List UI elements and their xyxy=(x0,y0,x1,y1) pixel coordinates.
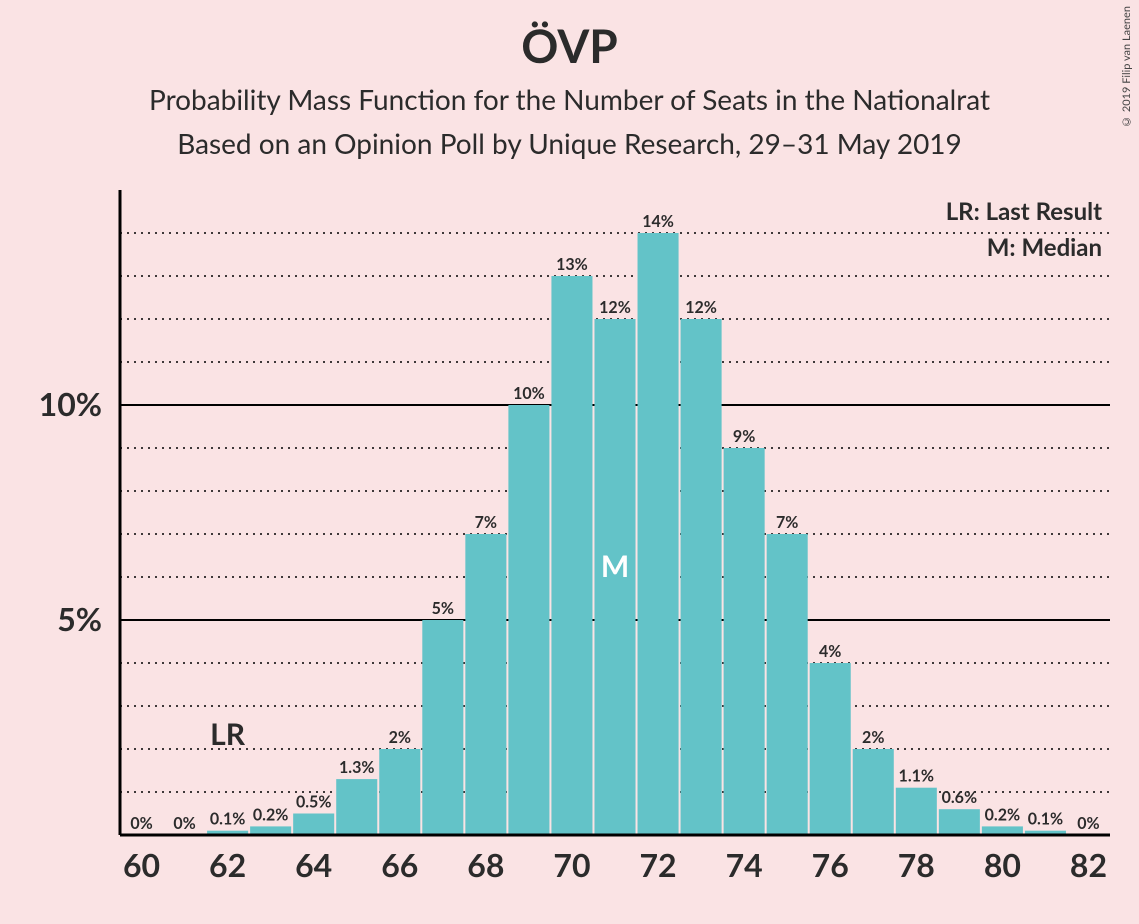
x-axis-label: 82 xyxy=(1070,845,1107,884)
bar-value-label: 0.6% xyxy=(942,788,977,807)
bar xyxy=(810,663,851,835)
x-axis-label: 72 xyxy=(639,845,676,884)
legend-lr: LR: Last Result xyxy=(946,197,1102,226)
bar xyxy=(853,749,894,835)
bar-value-label: 2% xyxy=(862,728,884,747)
bar xyxy=(293,814,334,836)
bar-value-label: 0.5% xyxy=(296,793,331,812)
bar-value-label: 0% xyxy=(1077,814,1099,833)
bar xyxy=(551,276,592,835)
median-annotation: M xyxy=(601,548,629,584)
x-axis-label: 80 xyxy=(984,845,1021,884)
x-axis-label: 60 xyxy=(123,845,160,884)
bar-value-label: 9% xyxy=(733,427,755,446)
x-axis-label: 78 xyxy=(898,845,935,884)
legend-m: M: Median xyxy=(987,233,1102,262)
bar-value-label: 12% xyxy=(685,298,717,317)
bar-value-label: 13% xyxy=(556,255,588,274)
y-axis-label: 5% xyxy=(57,599,102,638)
bar-value-label: 1.3% xyxy=(339,758,374,777)
bar xyxy=(767,534,808,835)
bar-value-label: 1.1% xyxy=(899,767,934,786)
bar-value-label: 5% xyxy=(432,599,454,618)
x-axis-label: 76 xyxy=(812,845,849,884)
bar-value-label: 2% xyxy=(389,728,411,747)
bar xyxy=(896,788,937,835)
bar-value-label: 4% xyxy=(819,642,841,661)
bar xyxy=(336,779,377,835)
bar-value-label: 10% xyxy=(513,384,545,403)
bar xyxy=(724,448,765,835)
bar-value-label: 7% xyxy=(475,513,497,532)
bar xyxy=(681,319,722,835)
x-axis-label: 64 xyxy=(295,845,332,884)
bar-value-label: 0.2% xyxy=(253,805,288,824)
bar xyxy=(465,534,506,835)
y-axis-label: 10% xyxy=(39,384,102,423)
x-axis-label: 62 xyxy=(209,845,246,884)
x-axis-label: 66 xyxy=(381,845,418,884)
bar xyxy=(379,749,420,835)
lr-annotation: LR xyxy=(210,716,246,752)
bar xyxy=(638,233,679,835)
bar-value-label: 0.1% xyxy=(1028,810,1063,829)
bar xyxy=(939,809,980,835)
bar-value-label: 0% xyxy=(130,814,152,833)
bar-value-label: 0.1% xyxy=(210,810,245,829)
bar-value-label: 12% xyxy=(599,298,631,317)
bar-value-label: 14% xyxy=(642,212,674,231)
bar xyxy=(422,620,463,835)
x-axis-label: 68 xyxy=(467,845,504,884)
x-axis-label: 70 xyxy=(553,845,590,884)
x-axis-label: 74 xyxy=(726,845,763,884)
bar-value-label: 0.2% xyxy=(985,805,1020,824)
bar-value-label: 0% xyxy=(173,814,195,833)
pmf-bar-chart: 5% 10% 0% 0% 0.1% 0.2% 0.5% 1.3% 2% 5% 7% 10% 13% 12%… xyxy=(0,0,1139,924)
bar xyxy=(508,405,549,835)
bar-value-label: 7% xyxy=(776,513,798,532)
